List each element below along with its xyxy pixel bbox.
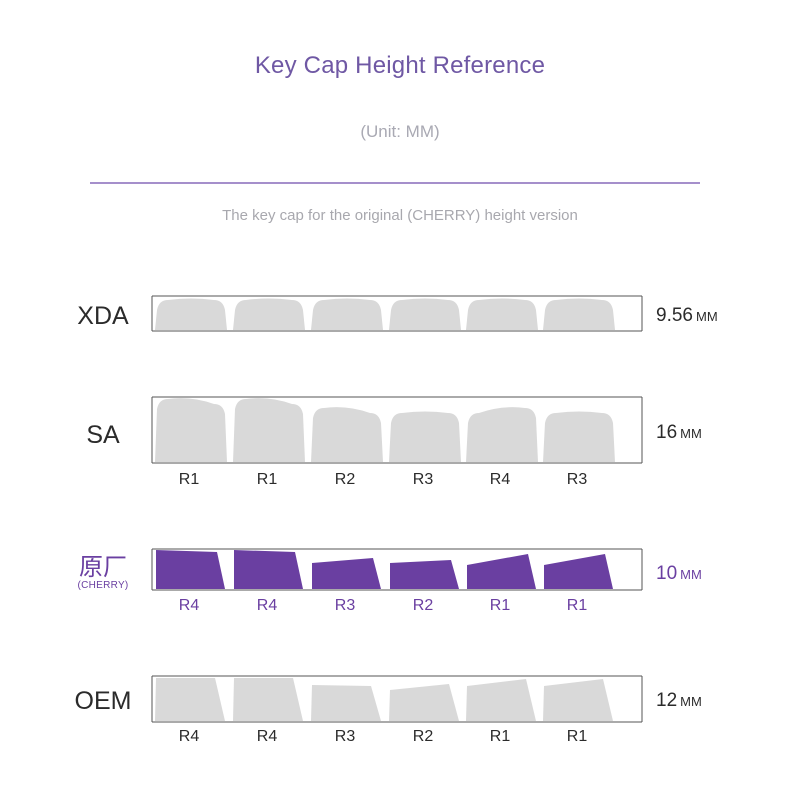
keycap-row-2: R4 R4 R3 R2 R1 R1 [151,548,643,614]
height-value: 9.56 [656,305,693,326]
subtitle: The key cap for the original (CHERRY) he… [222,207,578,224]
keycap [466,298,538,330]
height-unit: MM [695,309,718,324]
profile-label-oem: OEM [74,687,132,715]
keycap [467,554,536,589]
keycap [543,411,615,462]
height-label-xda: 9.56 MM [656,305,718,327]
profile-label-cherry: 原厂 [79,554,127,581]
keycap [389,298,461,330]
keycap-row-0 [151,295,643,332]
keycap-row-tag: R4 [257,597,278,614]
unit-note: (Unit: MM) [360,122,440,141]
keycap-row-tag: R4 [179,728,200,745]
keycap-row-3: R4 R4 R3 R2 R1 R1 [151,675,643,745]
keycap-row-1: R1 R1 R2 R3 R4 R3 [151,396,643,488]
keycap-row-tag: R4 [179,597,200,614]
height-unit: MM [680,567,702,582]
profile-label-xda: XDA [77,302,129,330]
keycap [311,685,381,721]
keycap-row-tag: R1 [567,597,588,614]
keycap-row-tag: R1 [490,597,511,614]
height-unit: MM [680,694,702,709]
height-label-sa: 16 MM [656,422,702,444]
keycap-row-tag: R2 [335,471,356,488]
keycap-row-tag: R1 [567,728,588,745]
keycap-row-tag: R1 [179,471,200,488]
keycap-row-tag: R3 [335,597,356,614]
keycap [234,550,303,589]
keycap [155,678,225,721]
height-value: 10 [656,563,678,584]
keycap [544,554,613,589]
keycap [233,398,305,462]
height-value: 12 [656,690,678,711]
profile-label-sa: SA [86,421,120,449]
keycap [311,298,383,330]
keycap-row-tag: R4 [490,471,511,488]
keycap-row-tag: R2 [413,597,434,614]
keycap-row-tag: R3 [335,728,356,745]
keycap [389,684,459,721]
keycap [466,407,538,462]
keycap [543,679,613,721]
keycap [466,679,536,721]
page-title: Key Cap Height Reference [254,52,546,79]
divider [90,182,700,184]
height-label-oem: 12 MM [656,690,702,712]
keycap [233,678,303,721]
keycap-row-tag: R2 [413,728,434,745]
keycap-row-tag: R3 [413,471,434,488]
keycap-row-tag: R3 [567,471,588,488]
keycap [311,407,383,462]
keycap [543,298,615,330]
keycap [155,398,227,462]
keycap [156,550,225,589]
keycap [390,560,459,589]
height-unit: MM [680,426,702,441]
keycap [233,298,305,330]
profile-sublabel-cherry: (CHERRY) [77,580,129,591]
height-label-cherry: 10 MM [656,563,702,585]
keycap [155,298,227,330]
keycap [389,411,461,462]
keycap [312,558,381,589]
keycap-row-tag: R4 [257,728,278,745]
height-value: 16 [656,422,678,443]
keycap-row-tag: R1 [257,471,278,488]
keycap-row-tag: R1 [490,728,511,745]
